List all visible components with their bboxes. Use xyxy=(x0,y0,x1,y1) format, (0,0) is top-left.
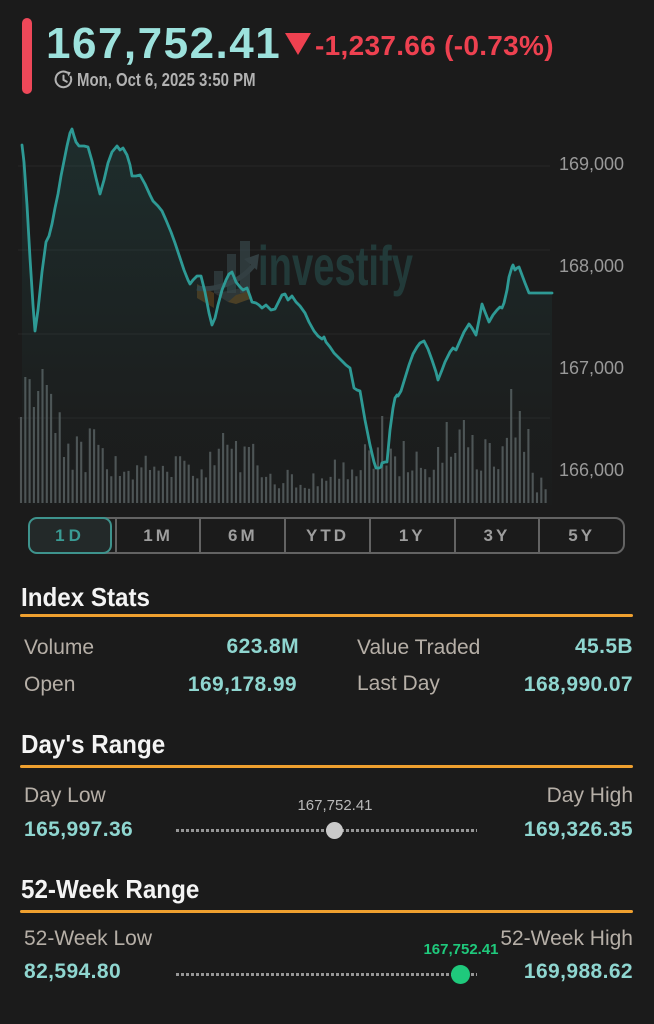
svg-text:166,000: 166,000 xyxy=(559,460,624,480)
svg-text:investify: investify xyxy=(258,234,413,297)
svg-text:168,000: 168,000 xyxy=(559,256,624,276)
svg-text:167,000: 167,000 xyxy=(559,358,624,378)
svg-text:169,000: 169,000 xyxy=(559,154,624,174)
